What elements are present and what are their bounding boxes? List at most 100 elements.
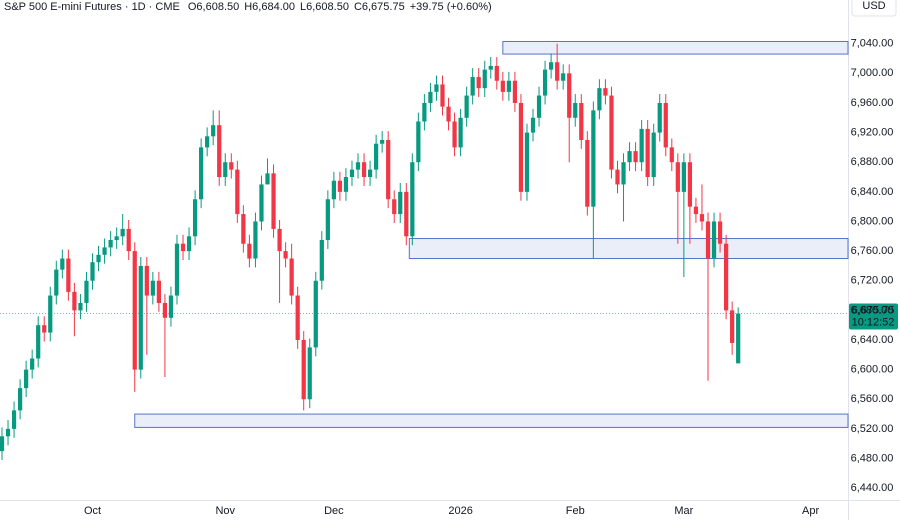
y-tick-label: 6,680.00 [851, 304, 894, 316]
x-tick-label: Oct [84, 505, 101, 517]
candle-body [144, 265, 149, 296]
candle-body [687, 162, 693, 207]
candle-body [549, 62, 554, 70]
candle-body [639, 128, 644, 163]
x-tick-label: Mar [674, 505, 693, 517]
candle-body [17, 388, 23, 411]
ohlc-label: O6,608.50 [188, 1, 239, 13]
candle-body [669, 147, 674, 163]
candle-body [247, 243, 252, 259]
candle-body [524, 132, 530, 192]
candle-body [205, 136, 210, 148]
candle-body [591, 110, 596, 207]
y-tick-label: 6,760.00 [851, 245, 894, 257]
candle-body [132, 251, 137, 370]
candle-body [711, 221, 717, 259]
candle-body [705, 221, 711, 259]
candle-body [693, 206, 699, 215]
candle-body [470, 77, 475, 96]
candle-body [259, 184, 264, 222]
chart-title: S&P 500 E-mini Futures · 1D · CME [4, 1, 180, 13]
candle-body [5, 428, 11, 437]
candle-body [42, 325, 47, 333]
candle-body [343, 177, 349, 192]
candle-body [217, 125, 222, 178]
candle-body [367, 169, 373, 178]
plot [0, 40, 849, 460]
candle-body [90, 262, 95, 281]
candle-body [410, 162, 415, 237]
candle-body [609, 95, 614, 170]
x-tick-label: Nov [215, 505, 235, 517]
header-bg [0, 0, 470, 14]
candle-body [500, 80, 505, 92]
candle-body [615, 169, 620, 185]
candle-body [24, 369, 29, 389]
candle-body [446, 106, 451, 122]
y-tick-label: 6,960.00 [851, 97, 894, 109]
candle-body [488, 65, 493, 70]
candle-body [476, 77, 481, 89]
candle-body [736, 313, 741, 364]
candle-body [633, 151, 638, 163]
candle-body [428, 91, 433, 103]
candle-body [717, 221, 723, 244]
y-tick-label: 6,880.00 [851, 156, 894, 168]
candle-body [530, 117, 536, 133]
candle-body [392, 199, 397, 215]
candle-body [398, 191, 403, 215]
candle-body [464, 95, 469, 118]
candle-body [295, 295, 300, 340]
candle-body [186, 236, 192, 252]
ohlc-label: H6,684.00 [244, 1, 295, 13]
price-tag-label: 6,675.75 [852, 304, 895, 316]
x-tick-label: Apr [802, 505, 819, 517]
candle-body [319, 240, 324, 281]
price-tag [849, 303, 898, 330]
y-tick-label: 6,440.00 [851, 482, 894, 494]
candle-body [482, 69, 487, 89]
y-tick-label: 6,560.00 [851, 393, 894, 405]
candle-body [54, 269, 59, 296]
candle-body [156, 280, 161, 303]
candle-body [277, 228, 282, 252]
y-tick-label: 6,640.00 [851, 334, 894, 346]
candle-body [621, 162, 626, 185]
candle-body [663, 102, 668, 148]
candle-body [235, 169, 240, 215]
candle-body [681, 162, 686, 192]
y-tick-label: 6,920.00 [851, 126, 894, 138]
candle-body [66, 258, 71, 292]
currency-button[interactable] [851, 0, 897, 17]
candle-body [555, 62, 560, 81]
candle-body [422, 102, 427, 122]
candle-body [162, 302, 168, 318]
candle-body [11, 410, 17, 429]
candle-body [452, 121, 457, 148]
candle-body [271, 173, 276, 229]
candle-body [440, 84, 445, 107]
candle-body [301, 340, 306, 400]
candle-body [699, 214, 705, 222]
zone [134, 413, 849, 428]
candle-body [307, 347, 312, 400]
currency[interactable]: USD [862, 0, 885, 12]
candle-body [102, 247, 107, 255]
candle-body [253, 221, 258, 259]
x-tick-label: Feb [566, 505, 585, 517]
candle-body [627, 151, 632, 163]
y-tick-label: 6,800.00 [851, 215, 894, 227]
candle-body [386, 140, 391, 200]
candle-body [150, 280, 155, 296]
candle-body [168, 295, 174, 318]
candle-body [120, 228, 125, 237]
candle-body [126, 228, 131, 252]
ohlc-label: L6,608.50 [300, 1, 349, 13]
candle-body [657, 102, 662, 133]
y-tick-label: 6,720.00 [851, 275, 894, 287]
candle-body [458, 117, 463, 148]
candle-body [211, 125, 216, 137]
candle-body [174, 243, 180, 296]
